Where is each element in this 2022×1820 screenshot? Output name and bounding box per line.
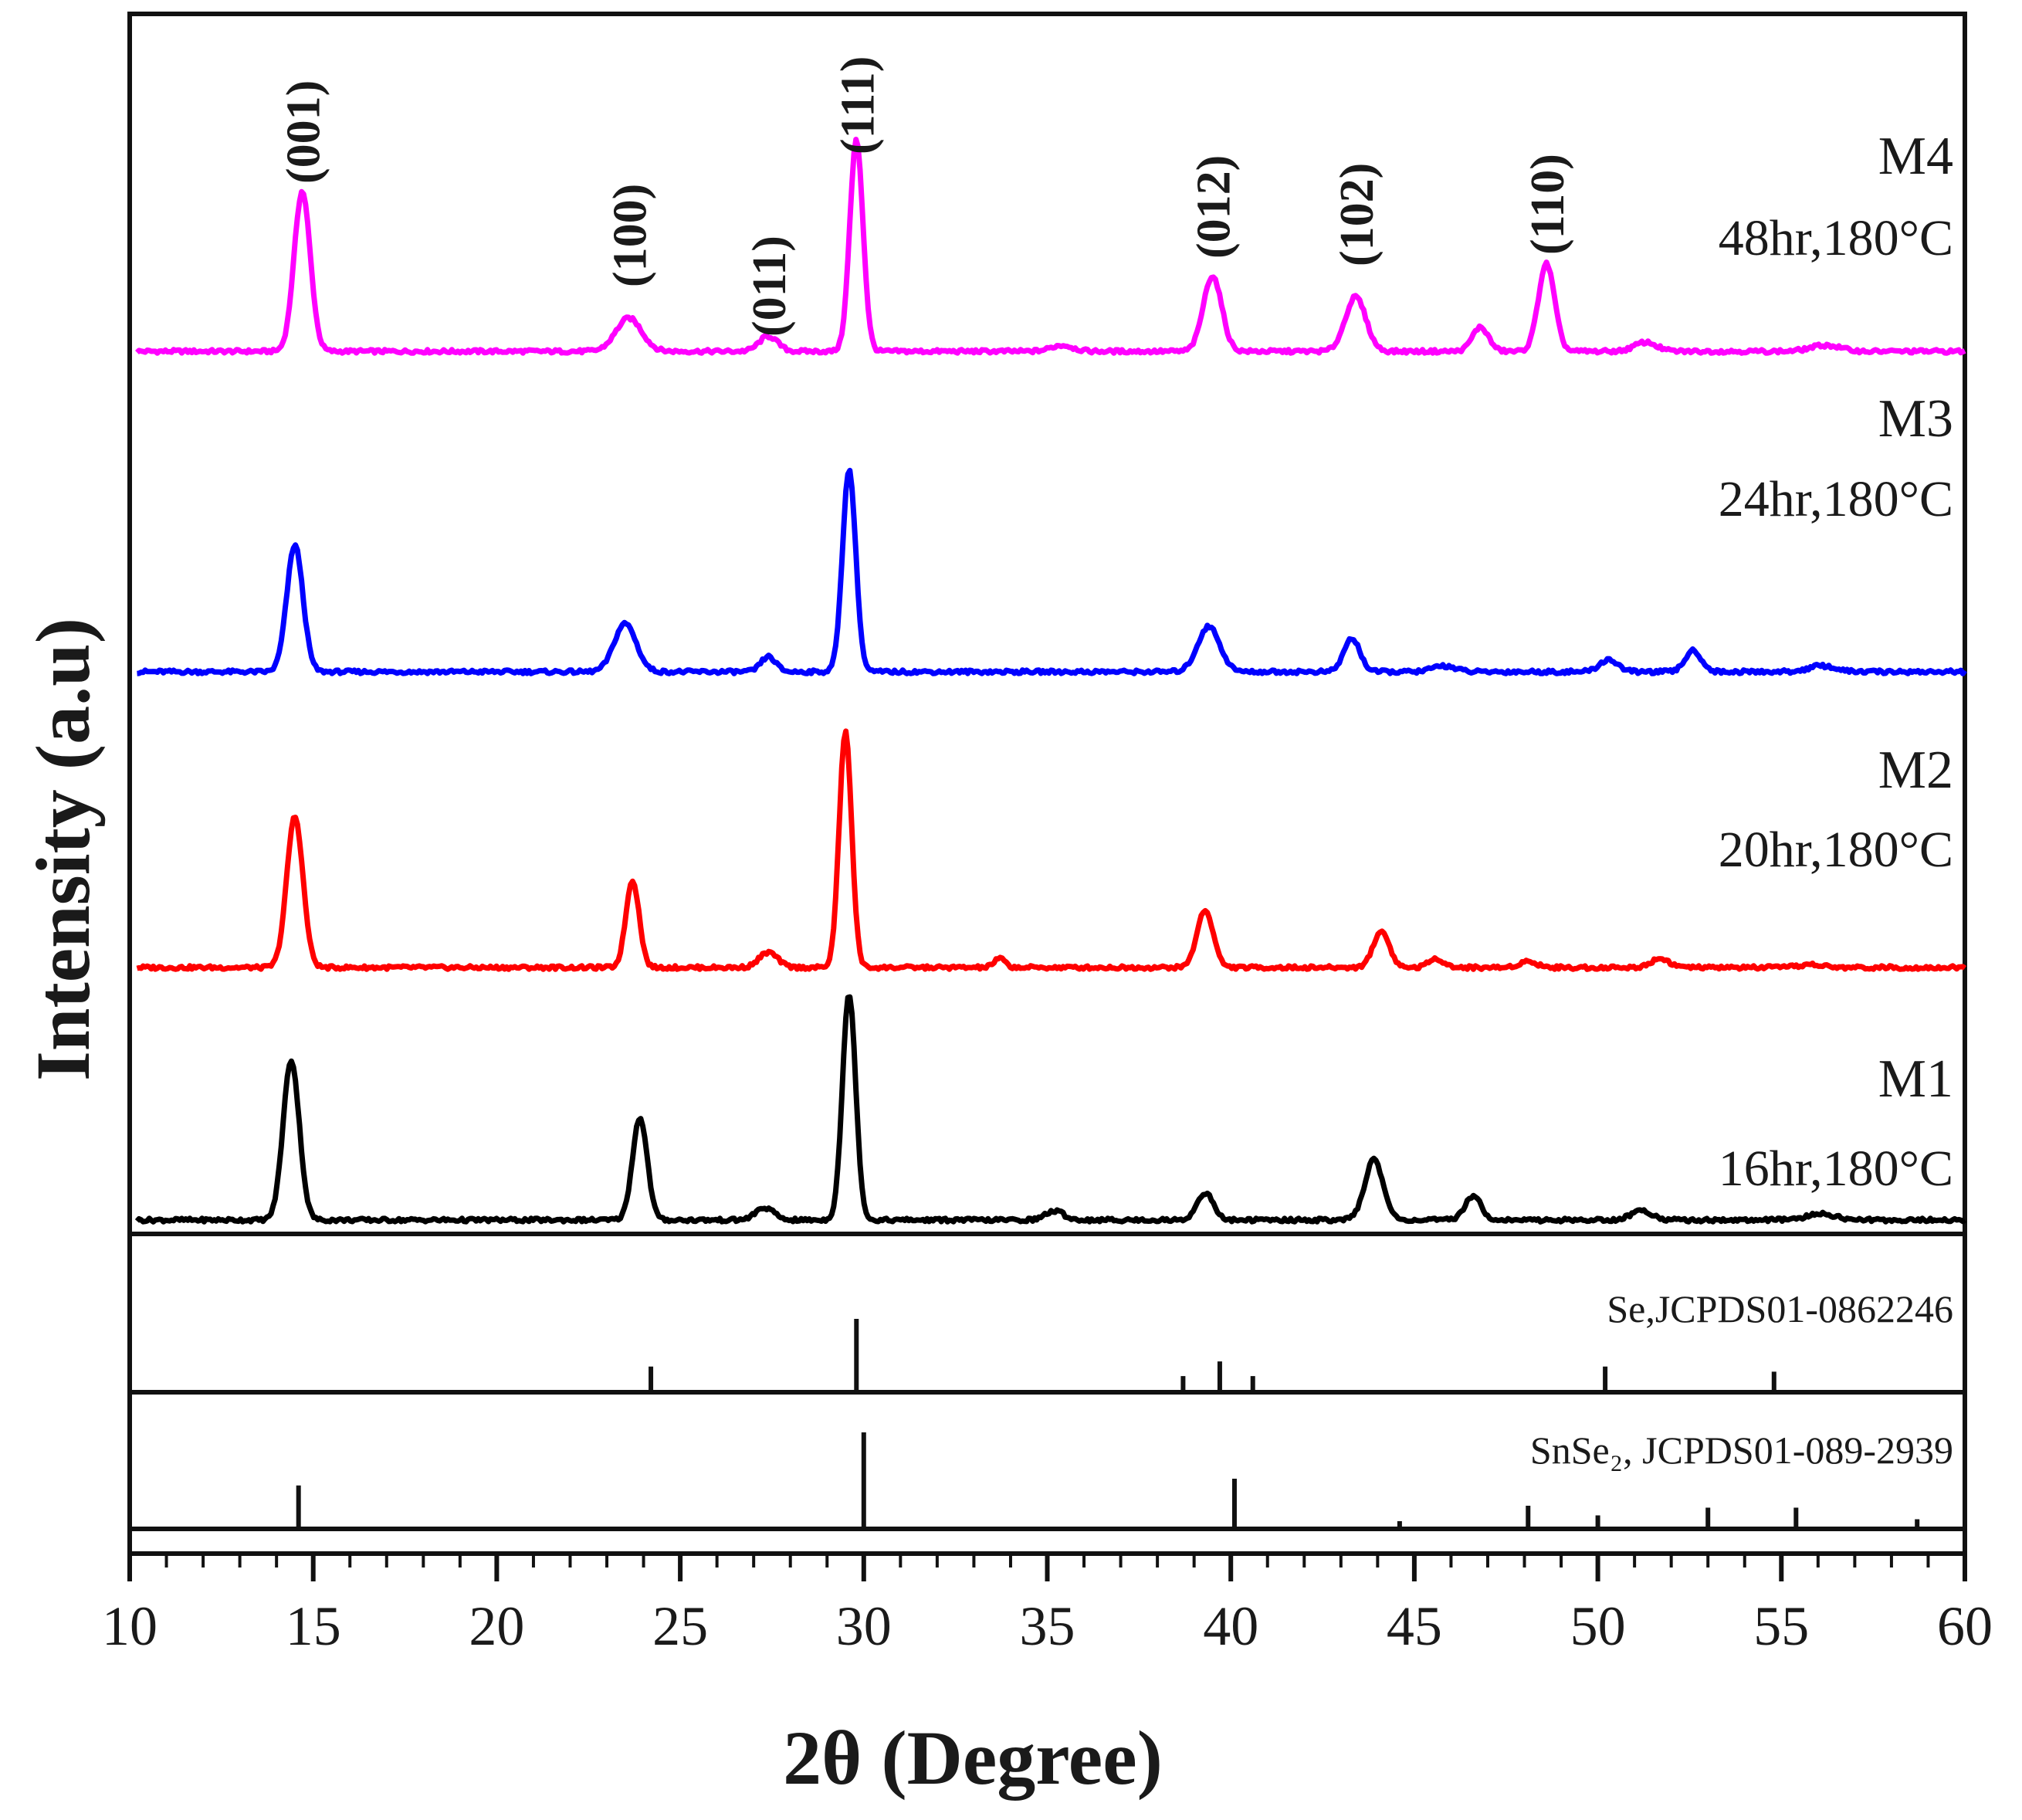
y-axis-label: Intensity (a.u) — [20, 618, 106, 1081]
series-line-m3 — [136, 467, 1967, 676]
series-condition: 20hr,180°C — [1719, 822, 1953, 878]
reference-label: SnSe₂, JCPDS01-089-2939 — [1530, 1429, 1953, 1472]
x-tick-label: 20 — [469, 1595, 524, 1657]
series-line-m2 — [136, 728, 1967, 972]
x-tick-label: 25 — [652, 1595, 708, 1657]
series-condition: 48hr,180°C — [1719, 210, 1953, 266]
x-tick-label: 35 — [1020, 1595, 1075, 1657]
x-tick-label: 60 — [1937, 1595, 1993, 1657]
series-name: M4 — [1878, 127, 1953, 186]
series-name: M3 — [1878, 389, 1953, 449]
peak-label: (011) — [743, 236, 796, 337]
peak-label-layer: (001) (100) (011) (111) (012) (102) (110) — [277, 56, 1574, 337]
peak-label: (100) — [605, 184, 657, 287]
peak-label: (102) — [1331, 163, 1384, 266]
peak-label: (110) — [1522, 154, 1574, 255]
x-tick-label: 55 — [1753, 1595, 1809, 1657]
peak-label: (012) — [1187, 155, 1240, 259]
x-tick-label: 50 — [1570, 1595, 1626, 1657]
x-tick-label: 45 — [1387, 1595, 1442, 1657]
series-condition: 16hr,180°C — [1719, 1140, 1953, 1197]
x-axis-label: 2θ (Degree) — [783, 1715, 1163, 1801]
series-line-m4 — [135, 137, 1966, 356]
series-line-m1 — [134, 994, 1967, 1225]
reference-layer: Se,JCPDS01-0862246 SnSe₂, JCPDS01-089-293… — [296, 1287, 1953, 1529]
series-condition: 24hr,180°C — [1719, 471, 1953, 527]
x-tick-label: 15 — [286, 1595, 341, 1657]
reference-label: Se,JCPDS01-0862246 — [1607, 1287, 1953, 1330]
series-layer: M4 48hr,180°C M3 24hr,180°C M2 20hr,180°C M1 16… — [134, 127, 1967, 1225]
peak-label: (111) — [831, 56, 884, 154]
x-axis: 10 15 20 25 30 35 40 45 50 55 60 — [102, 1551, 1993, 1657]
peak-label: (001) — [277, 80, 330, 184]
x-tick-label: 10 — [102, 1595, 157, 1657]
x-tick-label: 30 — [836, 1595, 892, 1657]
x-tick-label: 40 — [1203, 1595, 1258, 1657]
series-name: M1 — [1878, 1049, 1953, 1109]
series-name: M2 — [1878, 741, 1953, 800]
